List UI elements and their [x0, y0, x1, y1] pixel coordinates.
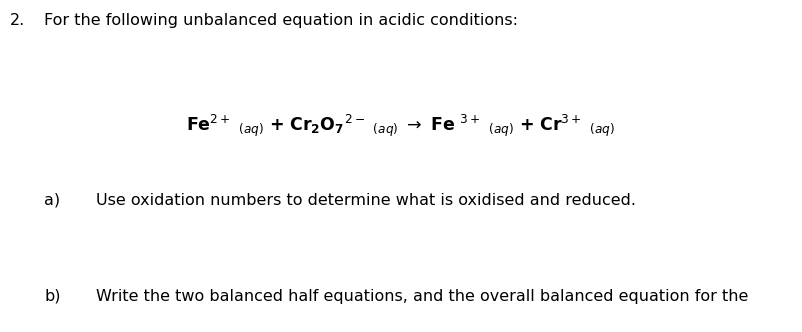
Text: $\bf{Fe}$$^{2+}$ $_{(aq)}$ $\bf{+}$ $\bf{Cr_2O_7}$$^{2-}$ $_{(aq)}$ $\rightarrow: $\bf{Fe}$$^{2+}$ $_{(aq)}$ $\bf{+}$ $\bf…: [186, 113, 616, 139]
Text: For the following unbalanced equation in acidic conditions:: For the following unbalanced equation in…: [44, 13, 518, 28]
Text: Use oxidation numbers to determine what is oxidised and reduced.: Use oxidation numbers to determine what …: [96, 193, 636, 208]
Text: Write the two balanced half equations, and the overall balanced equation for the: Write the two balanced half equations, a…: [96, 289, 748, 304]
Text: b): b): [44, 289, 61, 304]
Text: a): a): [44, 193, 60, 208]
Text: 2.: 2.: [10, 13, 25, 28]
